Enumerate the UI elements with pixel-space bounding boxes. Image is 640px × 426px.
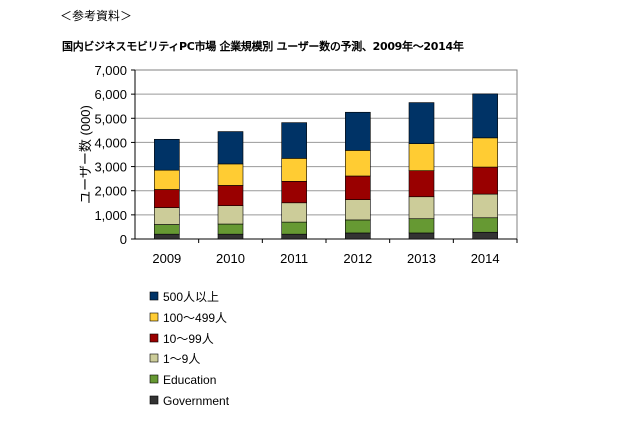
y-tick-label: 6,000 (94, 87, 127, 102)
bar-segment (281, 233, 307, 240)
x-tick-label: 2014 (471, 251, 500, 266)
bar-segment (154, 224, 180, 235)
bar-segment (281, 202, 307, 223)
legend-swatch (149, 312, 159, 322)
bar-segment (345, 150, 371, 177)
legend-label: Education (163, 373, 216, 387)
bar-segment (281, 122, 307, 159)
legend-label: 10～99人 (163, 332, 214, 346)
bar-segment (154, 169, 180, 190)
bar-segment (154, 138, 180, 171)
x-tick-label: 2010 (216, 251, 245, 266)
bar-segment (154, 207, 180, 225)
bar-segment (217, 223, 244, 235)
legend-swatch (149, 291, 159, 301)
x-tick-label: 2009 (152, 251, 181, 266)
bar-segment (472, 193, 498, 219)
y-tick-label: 3,000 (94, 160, 127, 175)
legend-swatch (149, 353, 159, 363)
bar-segment (408, 218, 435, 234)
y-axis-label: ユーザー数 (000) (78, 105, 93, 204)
x-tick-label: 2012 (343, 251, 372, 266)
bar-segment (345, 175, 371, 200)
bar-segment (472, 93, 498, 139)
bar-segment (345, 232, 371, 240)
legend-label: 1～9人 (163, 352, 200, 366)
bar-segment (217, 131, 244, 165)
bar-segment (281, 180, 307, 204)
y-tick-label: 2,000 (94, 184, 127, 199)
bar-segment (345, 111, 371, 151)
bar-segment (345, 219, 371, 234)
x-tick-label: 2013 (407, 251, 436, 266)
x-tick-label: 2011 (280, 251, 308, 266)
chart-title: 国内ビジネスモビリティPC市場 企業規模別 ユーザー数の予測、2009年～201… (62, 40, 464, 53)
legend-swatch (149, 374, 159, 384)
bar-segment (408, 196, 435, 220)
legend-swatch (149, 333, 159, 343)
header-label: ＜参考資料＞ (60, 9, 133, 23)
bar-segment (408, 232, 435, 240)
bar-segment (408, 170, 435, 198)
legend-label: 500人以上 (163, 290, 219, 304)
bar-segment (345, 199, 371, 221)
bar-segment (217, 185, 244, 206)
bar-segment (408, 102, 435, 144)
bar-segment (472, 231, 498, 240)
y-tick-label: 0 (120, 232, 127, 247)
y-tick-label: 5,000 (94, 111, 127, 126)
legend-swatch (149, 395, 159, 405)
bar-segment (472, 166, 498, 195)
legend-label: Government (163, 394, 230, 408)
y-tick-label: 1,000 (94, 208, 127, 223)
y-tick-label: 7,000 (94, 63, 127, 78)
bar-segment (217, 205, 244, 225)
bar-segment (154, 233, 180, 240)
bar-segment (217, 163, 244, 186)
legend-label: 100～499人 (163, 311, 227, 325)
bar-segment (408, 143, 435, 171)
y-tick-label: 4,000 (94, 135, 127, 150)
bar-segment (472, 137, 498, 168)
bar-segment (281, 221, 307, 235)
bar-segment (154, 189, 180, 208)
bar-segment (217, 233, 244, 240)
bar-segment (281, 158, 307, 182)
plot-area (134, 69, 518, 240)
bar-segment (472, 217, 498, 233)
